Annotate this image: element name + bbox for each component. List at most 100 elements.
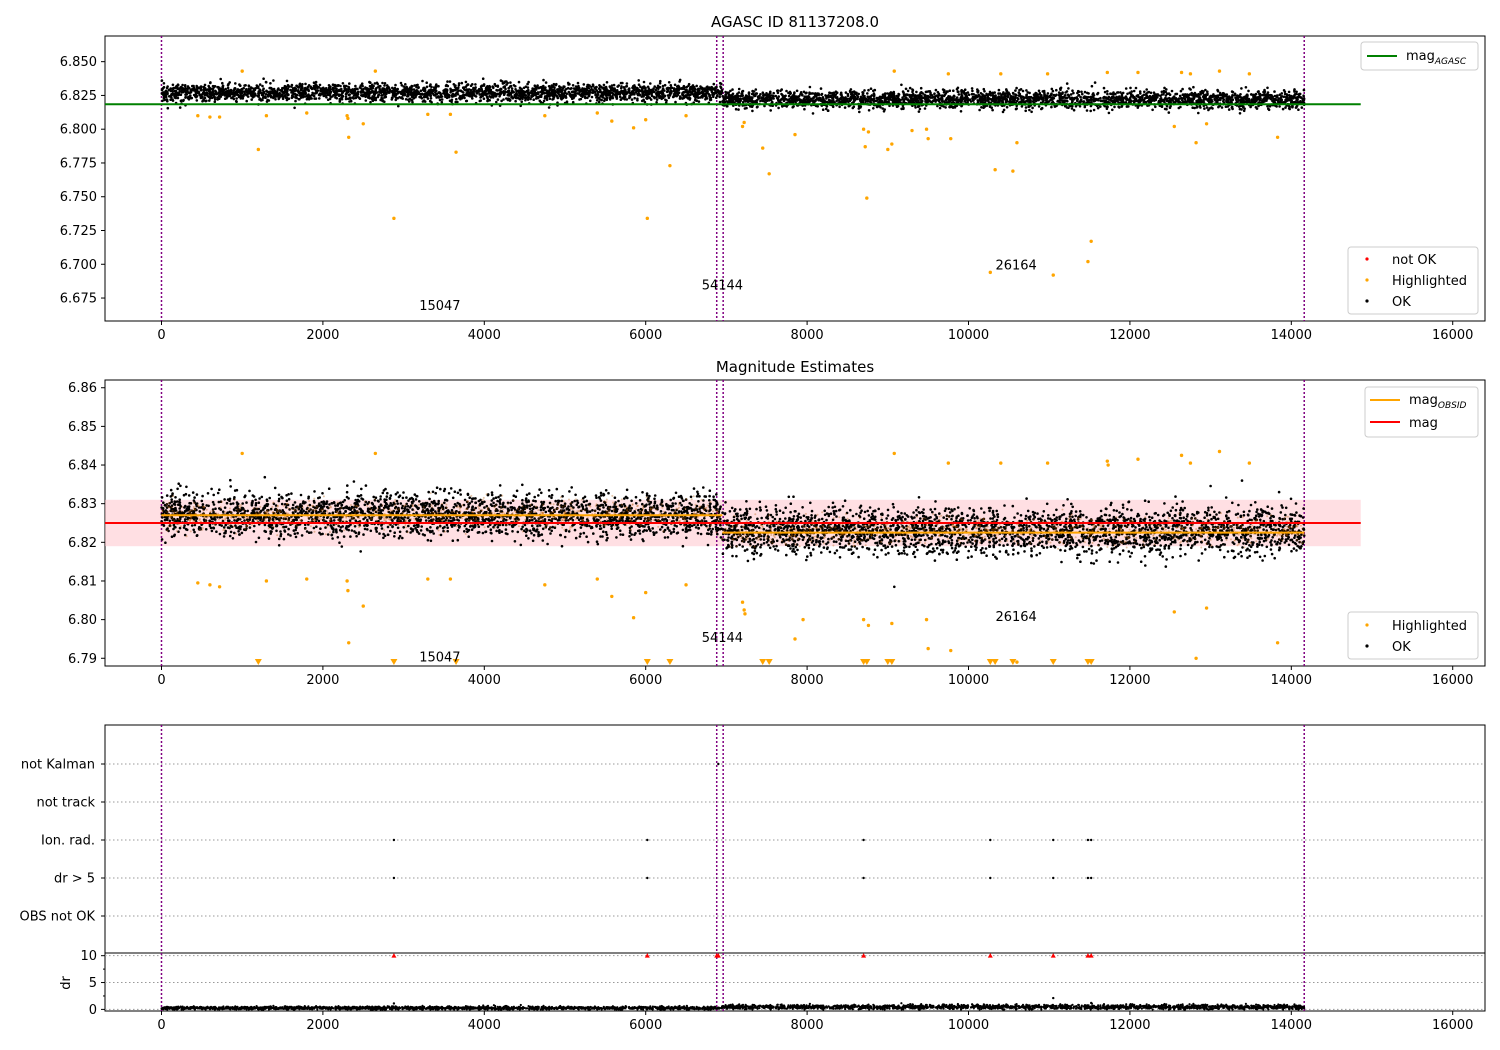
ok-point — [721, 95, 724, 98]
ok-point — [839, 91, 843, 95]
ok-point — [1031, 100, 1035, 103]
ok-point — [867, 109, 871, 112]
ok-point — [708, 93, 711, 97]
ok-point — [383, 82, 387, 85]
ok-point — [419, 89, 423, 92]
ok-point — [512, 84, 516, 87]
ok-point — [421, 92, 424, 96]
ok-point — [284, 87, 288, 90]
ok-point — [496, 98, 500, 101]
ok-point — [1015, 86, 1018, 90]
ok-point — [768, 96, 772, 99]
ok-point — [979, 92, 983, 95]
ok-point — [211, 93, 215, 97]
ok-point — [683, 96, 686, 99]
ok-point — [500, 99, 503, 103]
ok-point — [603, 97, 607, 101]
ok-point — [214, 90, 218, 93]
ok-point — [300, 94, 303, 98]
ok-point — [451, 89, 455, 93]
ok-point — [536, 84, 539, 87]
ok-point — [181, 91, 185, 94]
ok-point — [437, 84, 440, 88]
ok-point — [1134, 86, 1138, 90]
ok-point — [976, 101, 980, 104]
ok-point — [298, 98, 301, 101]
ok-point — [993, 99, 997, 102]
ok-point — [802, 90, 806, 94]
ok-point — [919, 86, 923, 90]
ok-point — [319, 93, 322, 96]
ok-point — [613, 88, 617, 92]
ok-point — [724, 93, 727, 97]
ok-point — [1161, 99, 1164, 102]
ok-point — [650, 92, 653, 96]
ok-point — [1066, 100, 1069, 103]
ok-point — [474, 95, 478, 98]
ok-point — [851, 95, 854, 99]
ok-point — [484, 87, 488, 90]
ok-point — [1000, 93, 1003, 96]
ok-point — [239, 97, 243, 100]
ok-point — [869, 87, 873, 90]
ok-point — [430, 85, 433, 89]
ok-point — [1233, 93, 1236, 97]
ok-point — [341, 94, 345, 98]
ok-point — [737, 108, 740, 111]
ok-point — [1093, 81, 1097, 84]
ok-point — [821, 96, 825, 99]
ok-point — [708, 98, 712, 102]
ok-point — [463, 96, 466, 100]
ok-point — [384, 95, 388, 99]
ok-point — [164, 95, 168, 99]
ok-point — [171, 83, 175, 87]
ok-point — [390, 90, 394, 93]
ok-point — [736, 99, 740, 103]
ok-point — [589, 99, 592, 103]
ok-point — [1073, 96, 1077, 100]
ok-point — [492, 86, 495, 90]
ok-point — [1104, 96, 1108, 99]
ok-point — [1147, 90, 1151, 94]
ok-point — [1280, 95, 1284, 98]
ok-point — [1236, 95, 1239, 98]
ok-point — [251, 92, 254, 96]
ok-point — [405, 85, 408, 89]
ok-point — [690, 86, 694, 90]
ok-point — [795, 89, 799, 93]
ok-point — [265, 89, 268, 93]
ok-point — [727, 93, 731, 97]
ok-point — [460, 81, 464, 85]
ok-point — [381, 81, 384, 85]
ok-point — [1217, 105, 1220, 109]
ok-point — [488, 88, 491, 91]
ok-point — [1085, 109, 1089, 112]
ok-point — [1164, 96, 1167, 100]
ok-point — [364, 99, 368, 102]
ok-point — [274, 98, 277, 101]
ok-point — [617, 84, 621, 87]
ok-point — [885, 100, 888, 103]
ok-point — [522, 86, 526, 90]
ok-point — [1284, 106, 1287, 109]
ok-point — [681, 93, 685, 97]
ok-point — [527, 95, 530, 99]
ok-point — [1047, 100, 1050, 103]
ok-point — [777, 106, 780, 110]
ok-point — [521, 89, 524, 93]
ok-point — [966, 91, 970, 94]
ok-point — [983, 96, 986, 100]
ok-point — [1211, 107, 1214, 110]
ok-point — [570, 87, 573, 90]
ok-point — [1005, 105, 1009, 109]
ok-point — [521, 95, 524, 98]
ok-point — [290, 96, 294, 100]
ok-point — [1145, 88, 1148, 91]
ok-point — [873, 93, 876, 97]
ok-point — [677, 85, 681, 89]
ok-point — [962, 91, 965, 94]
ok-point — [469, 95, 472, 98]
ok-point — [625, 98, 629, 101]
ok-point — [555, 95, 559, 98]
ok-point — [902, 91, 905, 95]
